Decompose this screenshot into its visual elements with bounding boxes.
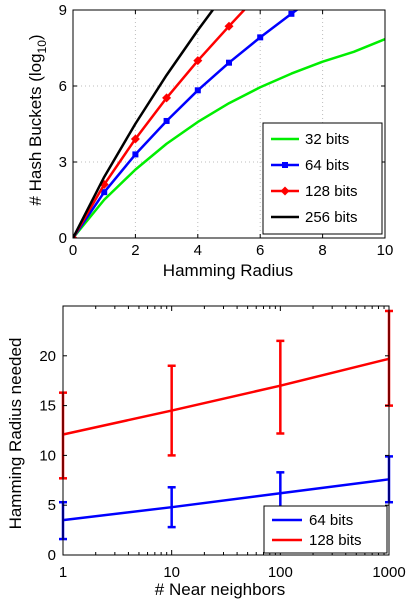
y-axis-label-main: # Hash Buckets (log	[26, 53, 45, 205]
y-axis-label: Hamming Radius needed	[6, 338, 25, 530]
y-axis-label-close: )	[26, 34, 45, 40]
hamming-radius-chart: 1 10 100 1000 0 5 10 15 20 # Near neighbors Hammin…	[6, 305, 406, 599]
legend-box	[263, 505, 388, 554]
y-tick-label-2: 10	[39, 447, 56, 464]
axes-box	[62, 305, 390, 556]
series-marker-2-4	[193, 56, 203, 66]
y-tick-label-3: 9	[59, 2, 67, 19]
legend-label-1: 64 bits	[305, 157, 349, 174]
series-line-0	[73, 37, 385, 238]
series-marker-1-5	[226, 59, 232, 66]
legend-label-0: 32 bits	[305, 131, 349, 148]
x-tick-label-1: 10	[163, 564, 180, 581]
series-line-0	[62, 478, 390, 522]
y-tick-label-4: 20	[39, 348, 56, 365]
x-axis-label: # Near neighbors	[155, 580, 285, 599]
series-marker-1-4	[194, 87, 201, 94]
y-tick-label-1: 5	[48, 497, 56, 514]
series-marker-2-2	[130, 134, 140, 144]
series-lines	[73, 10, 385, 238]
axes-box	[72, 9, 386, 239]
x-tick-label-0: 0	[69, 242, 77, 259]
legend-label-0: 64 bits	[309, 512, 353, 529]
y-tick-label-3: 15	[39, 398, 56, 415]
y-tick-label-0: 0	[59, 230, 67, 247]
x-axis-label: Hamming Radius	[163, 261, 293, 280]
y-tick-label-0: 0	[48, 547, 56, 564]
x-tick-label-0: 1	[59, 564, 67, 581]
x-tick-label-2: 4	[194, 242, 202, 259]
y-axis-label: # Hash Buckets (log10)	[26, 34, 49, 205]
series-line-3	[73, 10, 215, 238]
x-tick-label-2: 100	[268, 564, 293, 581]
legend-label-2: 128 bits	[305, 183, 358, 200]
series-line-1	[62, 357, 390, 436]
series-marker-1-1	[101, 189, 108, 196]
series-line-2	[73, 10, 246, 238]
y-tick-label-1: 3	[59, 154, 67, 171]
x-tick-label-4: 8	[318, 242, 326, 259]
x-tick-label-1: 2	[131, 242, 139, 259]
series-marker-1-7	[288, 10, 295, 17]
y-axis-label-subscript: 10	[35, 40, 49, 54]
legend-label-1: 128 bits	[309, 532, 362, 549]
legend-label-3: 256 bits	[305, 209, 358, 226]
legend-marker-1	[282, 162, 288, 168]
hash-buckets-chart: 0 2 4 6 8 10 0 3 6 9 Hamming Radius # Hash Buckets …	[26, 2, 393, 280]
legend-box	[262, 122, 383, 235]
series-marker-2-5	[224, 21, 234, 31]
x-tick-label-3: 6	[256, 242, 264, 259]
series-marker-1-6	[257, 34, 264, 41]
series-marker-2-3	[162, 93, 172, 103]
legend-marker-2	[280, 186, 290, 196]
series-marker-1-2	[132, 151, 139, 158]
series-marker-1-3	[163, 117, 170, 124]
y-tick-label-2: 6	[59, 78, 67, 95]
x-tick-label-3: 1000	[372, 564, 405, 581]
x-tick-label-5: 10	[377, 242, 394, 259]
